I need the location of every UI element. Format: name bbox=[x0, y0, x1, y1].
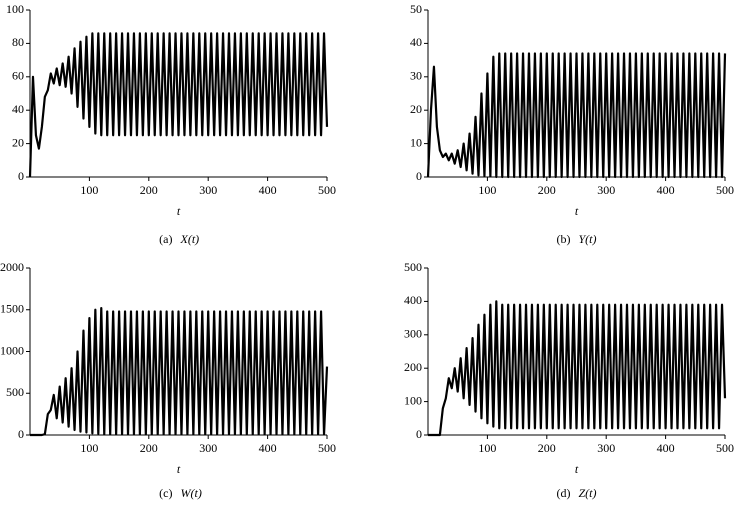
y-tick-label: 0 bbox=[18, 169, 24, 183]
x-tick-label: 300 bbox=[199, 441, 217, 455]
x-axis-label: t bbox=[575, 462, 579, 476]
x-tick-label: 200 bbox=[140, 183, 158, 197]
x-tick-label: 500 bbox=[716, 441, 734, 455]
y-tick-label: 20 bbox=[12, 135, 24, 149]
y-tick-label: 500 bbox=[6, 385, 24, 399]
y-tick-label: 0 bbox=[18, 427, 24, 441]
y-tick-label: 300 bbox=[404, 327, 422, 341]
x-tick-label: 200 bbox=[140, 441, 158, 455]
y-tick-label: 200 bbox=[404, 360, 422, 374]
x-tick-label: 300 bbox=[597, 441, 615, 455]
x-tick-label: 100 bbox=[80, 441, 98, 455]
caption-function: W(t) bbox=[181, 486, 202, 500]
y-tick-label: 30 bbox=[410, 69, 422, 83]
x-tick-label: 500 bbox=[318, 441, 336, 455]
y-tick-label: 100 bbox=[6, 2, 24, 16]
x-axis-label: t bbox=[177, 462, 181, 476]
y-tick-label: 1000 bbox=[0, 343, 24, 357]
x-tick-label: 400 bbox=[657, 441, 675, 455]
data-line bbox=[426, 52, 727, 179]
y-tick-label: 0 bbox=[416, 427, 422, 441]
caption-label: (d) bbox=[557, 486, 571, 500]
x-tick-label: 500 bbox=[716, 183, 734, 197]
y-tick-label: 10 bbox=[410, 135, 422, 149]
x-tick-label: 100 bbox=[80, 183, 98, 197]
data-line bbox=[428, 300, 727, 437]
x-axis-label: t bbox=[575, 204, 579, 218]
y-tick-label: 1500 bbox=[0, 302, 24, 316]
y-tick-label: 100 bbox=[404, 393, 422, 407]
y-tick-label: 500 bbox=[404, 260, 422, 274]
y-tick-label: 50 bbox=[410, 2, 422, 16]
x-axis-label: t bbox=[177, 204, 181, 218]
y-tick-label: 80 bbox=[12, 35, 24, 49]
y-tick-label: 0 bbox=[416, 169, 422, 183]
x-tick-label: 400 bbox=[657, 183, 675, 197]
caption-label: (c) bbox=[159, 486, 172, 500]
data-line bbox=[28, 32, 329, 178]
x-tick-label: 100 bbox=[478, 441, 496, 455]
caption-function: Z(t) bbox=[579, 486, 597, 500]
data-line bbox=[30, 306, 329, 437]
y-tick-label: 20 bbox=[410, 102, 422, 116]
x-tick-label: 100 bbox=[478, 183, 496, 197]
x-tick-label: 300 bbox=[199, 183, 217, 197]
x-tick-label: 200 bbox=[538, 183, 556, 197]
y-tick-label: 400 bbox=[404, 293, 422, 307]
caption-function: Y(t) bbox=[579, 232, 597, 246]
x-tick-label: 400 bbox=[259, 183, 277, 197]
caption-label: (b) bbox=[557, 232, 571, 246]
y-tick-label: 60 bbox=[12, 69, 24, 83]
y-tick-label: 2000 bbox=[0, 260, 24, 274]
y-tick-label: 40 bbox=[410, 35, 422, 49]
x-tick-label: 400 bbox=[259, 441, 277, 455]
caption-label: (a) bbox=[159, 232, 172, 246]
caption-function: X(t) bbox=[180, 232, 200, 246]
x-tick-label: 200 bbox=[538, 441, 556, 455]
x-tick-label: 300 bbox=[597, 183, 615, 197]
y-tick-label: 40 bbox=[12, 102, 24, 116]
x-tick-label: 500 bbox=[318, 183, 336, 197]
